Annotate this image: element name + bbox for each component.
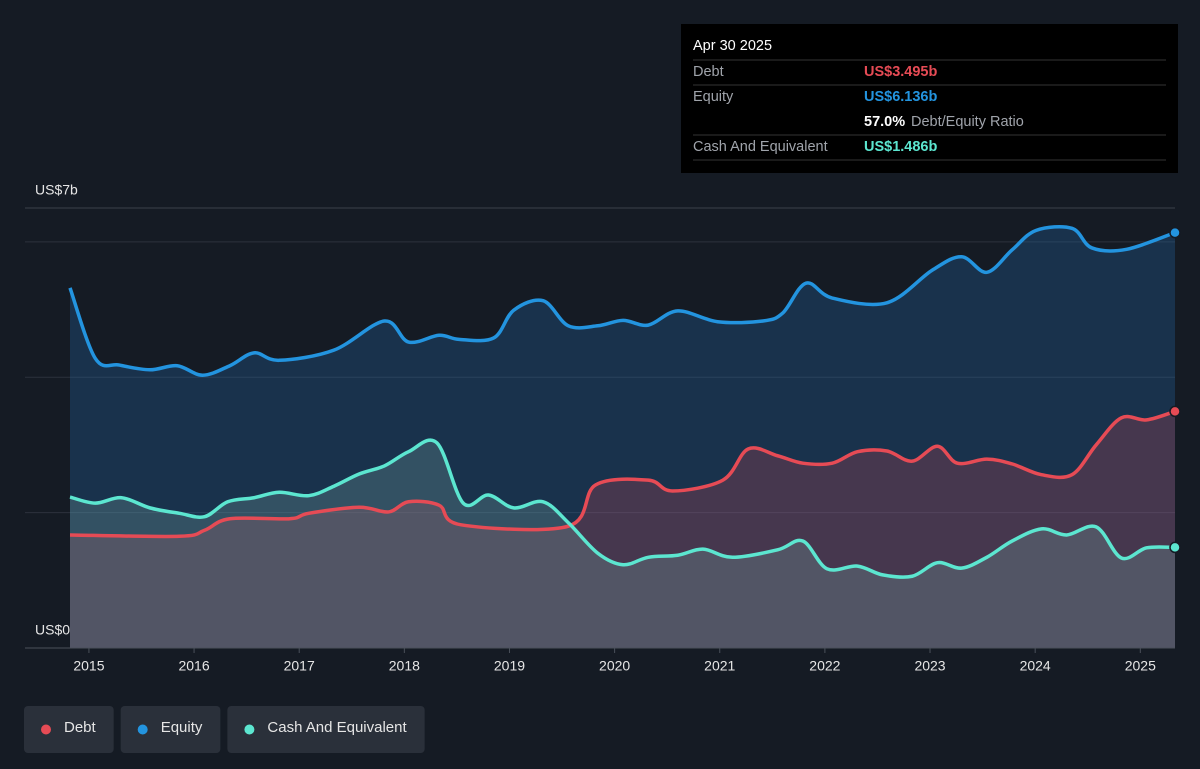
x-tick-label: 2017: [284, 658, 315, 674]
tooltip-ratio: 57.0%: [864, 114, 905, 130]
legend-label: Debt: [64, 719, 97, 736]
plot: US$0 US$7b 2015 2016 2017 2018 2019 2020 2021 202…: [25, 182, 1181, 674]
line: [69, 438, 1176, 579]
x-tick-label: 2023: [914, 658, 945, 674]
legend-label: Equity: [161, 719, 203, 736]
line: [68, 224, 1176, 377]
x-tick-label: 2022: [809, 658, 840, 674]
tooltip-date: Apr 30 2025: [693, 38, 772, 54]
x-tick-label: 2018: [389, 658, 420, 674]
tooltip-value: US$1.486b: [864, 139, 937, 155]
area: [70, 440, 1175, 648]
x-tick-label: 2015: [73, 658, 104, 674]
tooltip-value: US$3.495b: [864, 64, 937, 80]
legend-button[interactable]: [120, 706, 221, 753]
legend-button[interactable]: [24, 706, 114, 753]
end-dot: [1169, 541, 1181, 554]
end-dot: [1169, 405, 1181, 418]
legend-item[interactable]: Equity: [120, 706, 221, 753]
x-tick-label: 2025: [1125, 658, 1156, 674]
x-tick-label: 2019: [494, 658, 525, 674]
x-tick-label: 2021: [704, 658, 735, 674]
legend-swatch: [137, 724, 148, 735]
legend: Debt Equity Cash And Equivalent: [24, 706, 425, 753]
end-dot: [1169, 226, 1181, 239]
tooltip-label: Cash And Equivalent: [693, 139, 828, 155]
x-tick-label: 2020: [599, 658, 630, 674]
legend-label: Cash And Equivalent: [267, 719, 407, 736]
tooltip-ratio-label: Debt/Equity Ratio: [911, 114, 1024, 130]
tooltip-value: US$6.136b: [864, 89, 937, 105]
y-tick-label: US$0: [35, 622, 70, 638]
line: [69, 409, 1176, 539]
area: [70, 226, 1175, 648]
tooltip-label: Debt: [693, 64, 724, 80]
x-tick-label: 2024: [1020, 658, 1051, 674]
tooltip: Apr 30 2025 Debt US$3.495b Equity US$6.1…: [681, 24, 1178, 173]
legend-swatch: [244, 724, 255, 735]
tooltip-box: [681, 24, 1178, 173]
legend-swatch: [41, 724, 51, 735]
area: [70, 411, 1175, 648]
legend-button[interactable]: [227, 706, 425, 753]
x-tick-label: 2016: [178, 658, 209, 674]
legend-item[interactable]: Debt: [24, 706, 114, 753]
y-tick-label: US$7b: [35, 182, 78, 198]
tooltip-label: Equity: [693, 89, 734, 105]
legend-item[interactable]: Cash And Equivalent: [227, 706, 425, 753]
